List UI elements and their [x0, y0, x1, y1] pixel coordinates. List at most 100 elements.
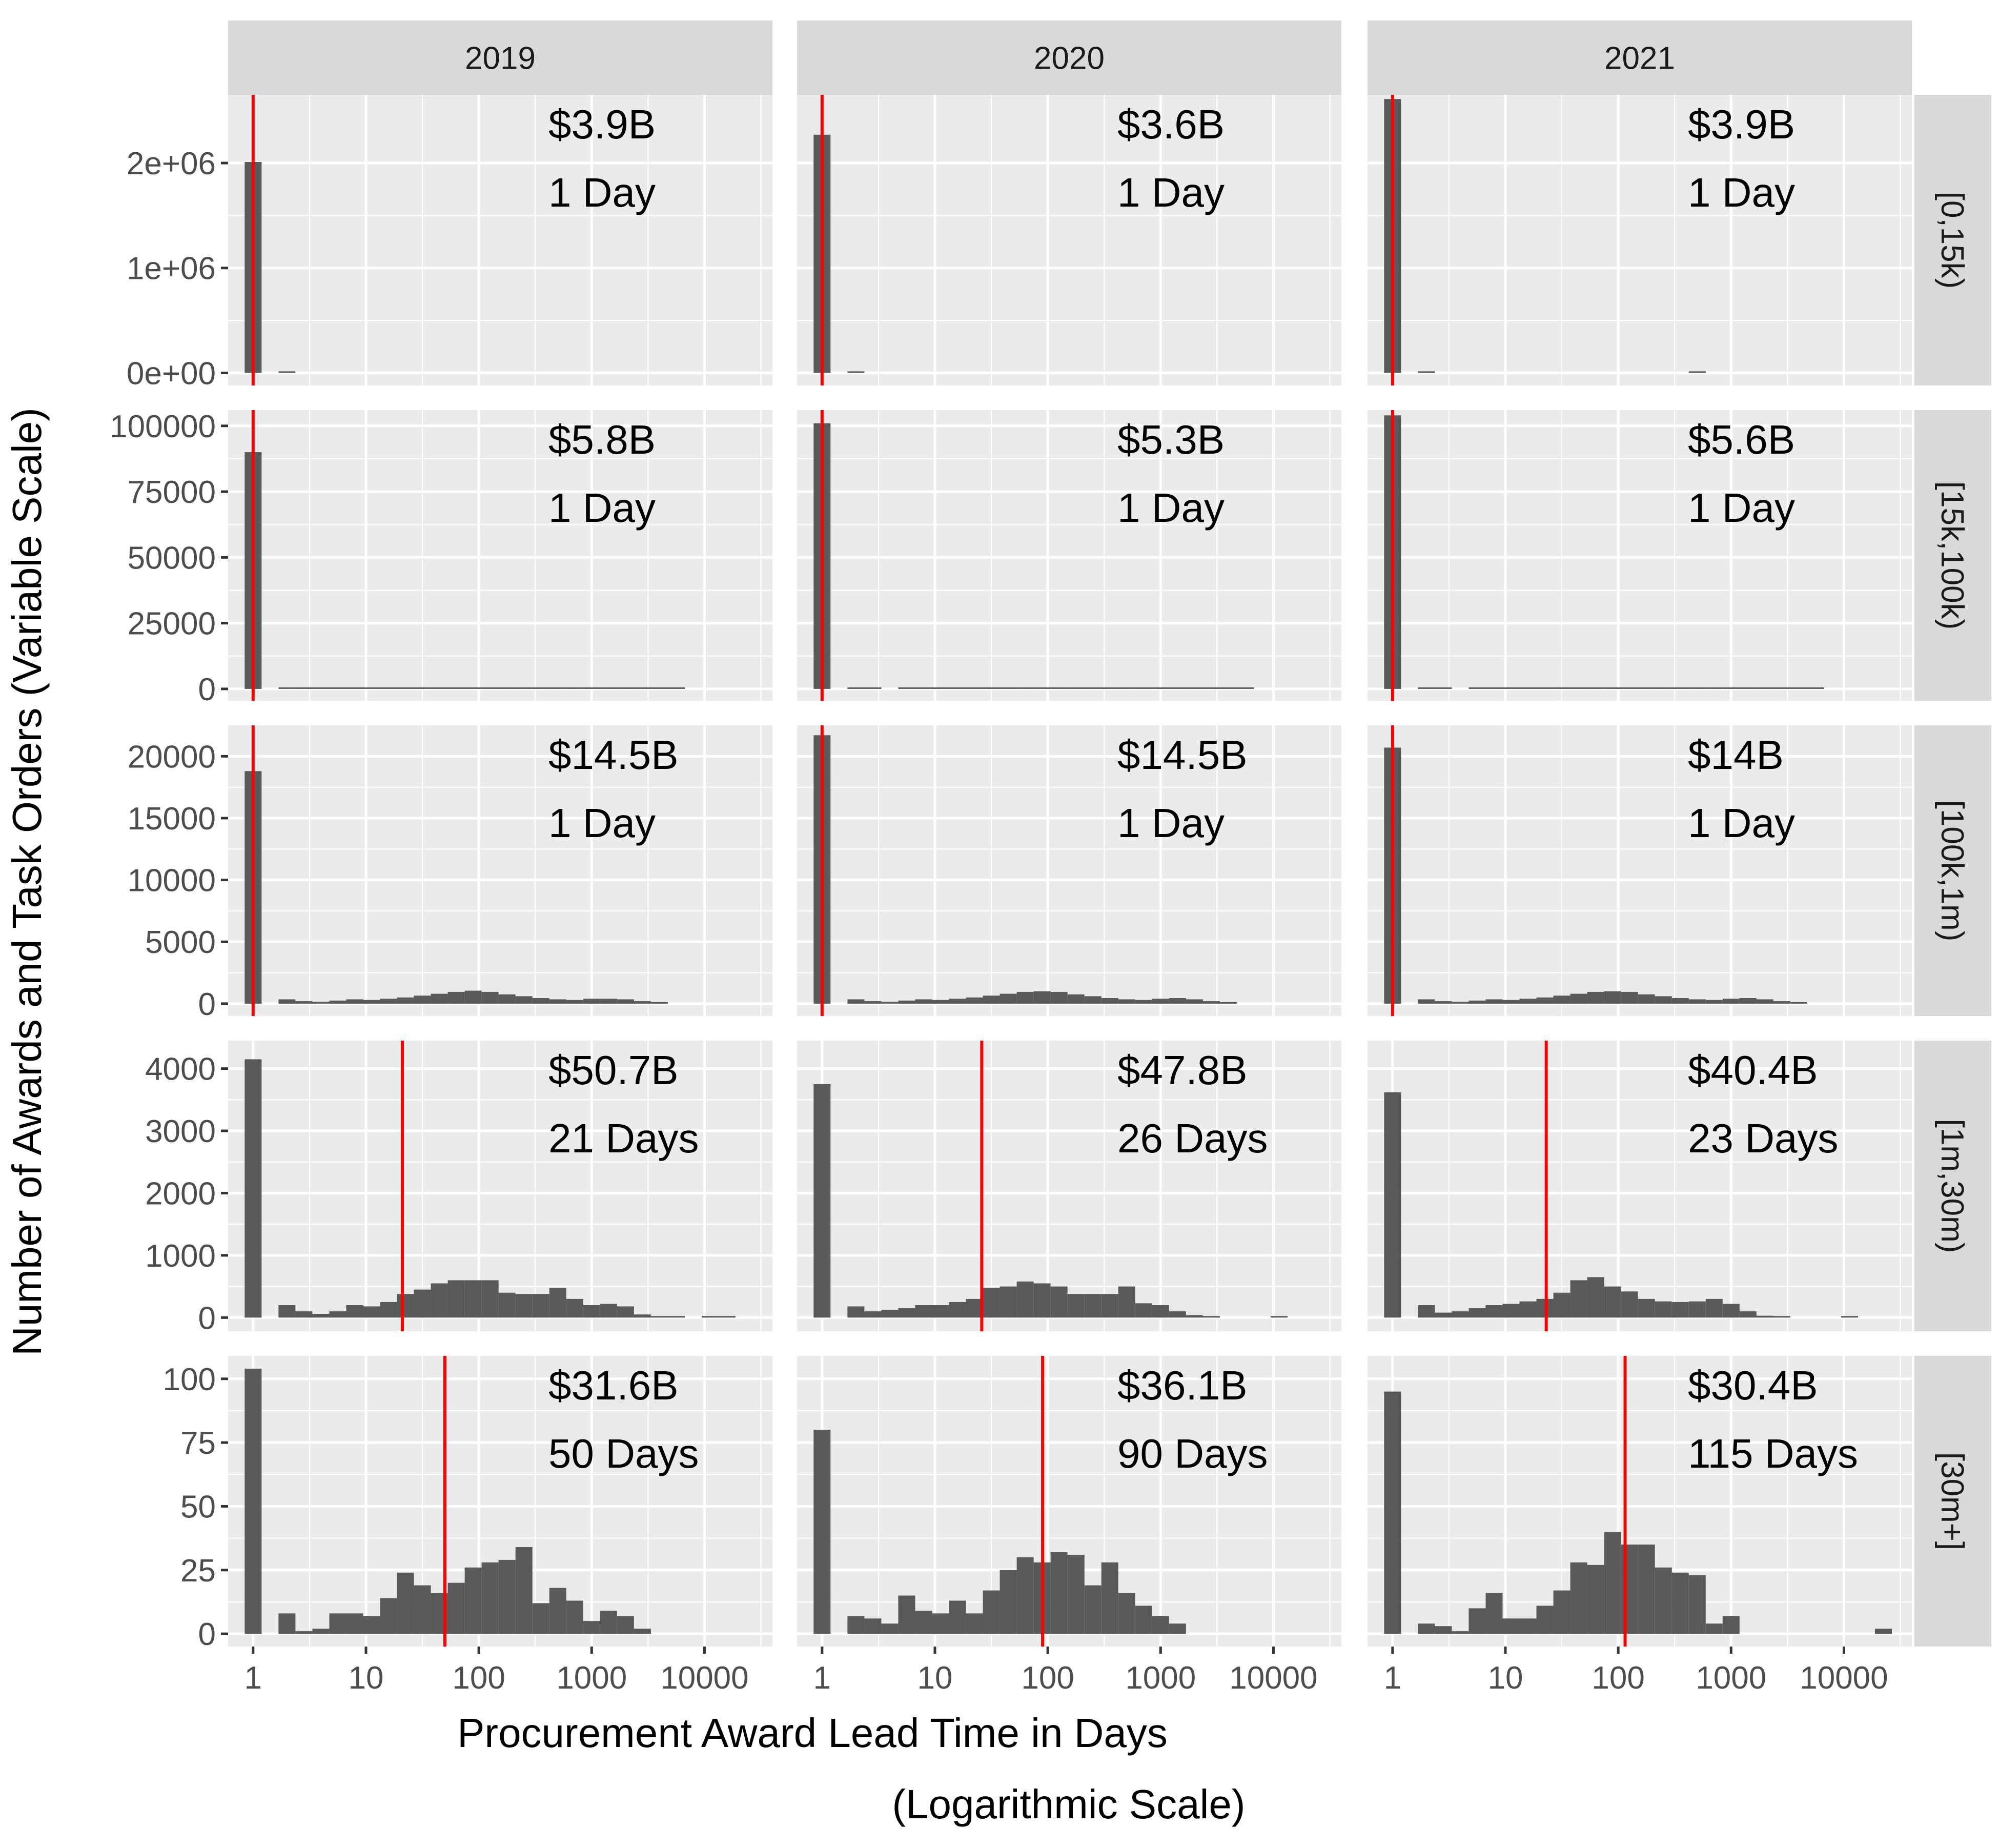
histogram-bar	[1101, 998, 1118, 1004]
histogram-bar	[414, 1585, 431, 1634]
histogram-bar	[498, 1292, 516, 1318]
histogram-bar	[847, 1616, 865, 1634]
median-days-label: 1 Day	[1688, 170, 1795, 215]
histogram-bar	[847, 687, 865, 689]
total-value-label: $14B	[1688, 732, 1784, 778]
histogram-bar	[1169, 1623, 1186, 1634]
histogram-bar	[1773, 1001, 1790, 1004]
histogram-bar	[1118, 999, 1135, 1004]
histogram-bar	[1186, 999, 1203, 1004]
histogram-bar	[634, 1629, 651, 1634]
histogram-bar	[617, 999, 634, 1004]
y-tick-label: 15000	[128, 801, 216, 837]
panel-background	[797, 1041, 1341, 1331]
histogram-bar	[414, 687, 431, 689]
histogram-bar	[1169, 998, 1186, 1004]
histogram-bar	[1570, 1280, 1587, 1318]
histogram-bar	[1152, 687, 1169, 689]
histogram-bar	[1671, 998, 1689, 1004]
y-tick-label: 75	[180, 1426, 216, 1461]
panel-background	[797, 725, 1341, 1016]
histogram-bar	[1570, 993, 1587, 1004]
histogram-bar	[634, 687, 651, 689]
total-value-label: $30.4B	[1688, 1363, 1818, 1408]
row-strip-label: [100k,1m)	[1934, 800, 1970, 942]
histogram-bar	[1452, 1002, 1469, 1004]
histogram-bar	[1468, 1000, 1486, 1004]
panel-background	[797, 95, 1341, 385]
y-tick-label: 4000	[145, 1052, 216, 1087]
histogram-bar	[1739, 1311, 1757, 1318]
median-days-label: 1 Day	[548, 170, 656, 215]
histogram-bar	[701, 1316, 719, 1318]
histogram-bar	[1536, 1606, 1554, 1634]
total-value-label: $5.8B	[548, 417, 656, 462]
y-tick-label: 1e+06	[127, 251, 216, 287]
histogram-bar	[949, 687, 966, 689]
median-days-label: 26 Days	[1117, 1115, 1268, 1161]
histogram-bar	[1739, 998, 1757, 1004]
facet-panel: $3.9B 1 Day	[1368, 95, 1912, 385]
histogram-bar	[1688, 1575, 1706, 1634]
histogram-bar	[566, 1600, 583, 1634]
histogram-bar	[312, 687, 330, 689]
histogram-bar	[864, 1311, 882, 1318]
histogram-bar	[983, 1288, 1000, 1318]
histogram-bar	[1485, 1593, 1503, 1634]
x-tick-label: 1000	[556, 1660, 627, 1696]
histogram-bar	[244, 1368, 262, 1634]
histogram-bar	[549, 1288, 566, 1318]
histogram-bar	[1502, 1618, 1520, 1634]
histogram-bar	[1050, 1286, 1068, 1318]
histogram-bar	[949, 999, 966, 1004]
row-strip	[1914, 95, 1991, 385]
histogram-bar	[898, 1595, 915, 1634]
histogram-bar	[1452, 1311, 1469, 1318]
facet-panel: $5.8B 1 Day	[228, 410, 772, 701]
histogram-bar	[346, 1613, 363, 1634]
histogram-bar	[1553, 687, 1570, 689]
histogram-bar	[1202, 1316, 1220, 1318]
histogram-bar	[1756, 999, 1773, 1004]
y-tick-label: 50	[180, 1489, 216, 1525]
y-tick-label: 5000	[145, 925, 216, 960]
histogram-bar	[1236, 687, 1254, 689]
histogram-bar	[1790, 1002, 1807, 1004]
histogram-bar	[634, 1314, 651, 1318]
row-strip	[1914, 725, 1991, 1016]
histogram-bar	[1502, 1304, 1520, 1318]
histogram-bar	[498, 994, 516, 1004]
histogram-bar	[312, 1629, 330, 1634]
histogram-bar	[1000, 687, 1017, 689]
histogram-bar	[1756, 1315, 1773, 1318]
y-tick-label: 2e+06	[127, 146, 216, 181]
row-strip-label: [1m,30m)	[1934, 1119, 1970, 1253]
y-tick-label: 25000	[128, 606, 216, 642]
histogram-bar	[932, 1000, 949, 1004]
histogram-bar	[1135, 1303, 1152, 1318]
histogram-bar	[1722, 999, 1740, 1004]
histogram-bar	[1152, 999, 1169, 1004]
histogram-bar	[1135, 1000, 1152, 1004]
histogram-bar	[1841, 1316, 1858, 1318]
histogram-bar	[1553, 996, 1570, 1004]
histogram-bar	[1722, 1304, 1740, 1318]
histogram-bar	[813, 1430, 831, 1634]
histogram-bar	[1186, 1315, 1203, 1318]
histogram-bar	[864, 687, 882, 689]
total-value-label: $3.9B	[1688, 101, 1795, 147]
total-value-label: $3.6B	[1117, 101, 1225, 147]
histogram-bar	[1384, 1092, 1401, 1318]
median-days-label: 23 Days	[1688, 1115, 1838, 1161]
histogram-bar	[549, 1588, 566, 1634]
histogram-bar	[1638, 994, 1655, 1004]
histogram-bar	[1722, 687, 1740, 689]
histogram-bar	[881, 1002, 899, 1004]
facet-panel: $14.5B 1 Day	[228, 725, 772, 1016]
histogram-bar	[1118, 687, 1135, 689]
histogram-bar	[1739, 687, 1757, 689]
histogram-bar	[1502, 687, 1520, 689]
histogram-bar	[1452, 1631, 1469, 1634]
histogram-bar	[566, 1298, 583, 1318]
